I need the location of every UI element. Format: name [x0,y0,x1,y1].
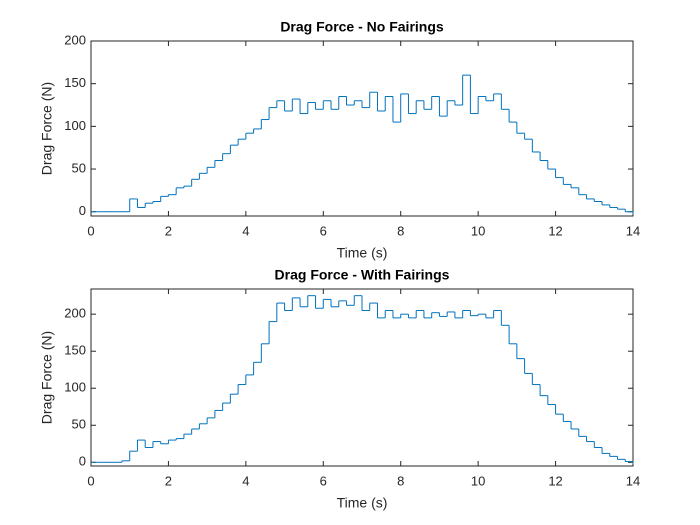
x-tick-label: 14 [626,473,640,488]
x-tick-label: 2 [165,223,172,238]
x-tick-label: 12 [548,223,562,238]
y-tick-label: 100 [64,380,86,395]
x-tick-label: 2 [165,473,172,488]
y-tick-label: 50 [72,417,86,432]
x-tick-label: 4 [242,223,249,238]
x-axis-label: Time (s) [337,245,388,261]
y-tick-label: 100 [64,118,86,133]
y-tick-label: 0 [79,203,86,218]
x-tick-label: 0 [87,223,94,238]
y-tick-label: 50 [72,160,86,175]
x-tick-label: 12 [548,473,562,488]
x-tick-label: 10 [471,223,485,238]
x-tick-label: 8 [397,473,404,488]
x-axis-label: Time (s) [337,495,388,511]
x-tick-label: 10 [471,473,485,488]
chart-title: Drag Force - No Fairings [280,19,444,35]
y-tick-label: 200 [64,32,86,47]
y-axis-label: Drag Force (N) [39,331,55,424]
x-tick-label: 6 [320,223,327,238]
x-tick-label: 6 [320,473,327,488]
x-tick-label: 8 [397,223,404,238]
x-tick-label: 14 [626,223,640,238]
y-tick-label: 200 [64,306,86,321]
y-tick-label: 150 [64,75,86,90]
x-tick-label: 0 [87,473,94,488]
chart-title: Drag Force - With Fairings [275,267,450,283]
y-tick-label: 0 [79,454,86,469]
x-tick-label: 4 [242,473,249,488]
axes-box [90,40,634,217]
y-axis-label: Drag Force (N) [39,82,55,175]
axes-box [90,288,634,467]
y-tick-label: 150 [64,343,86,358]
